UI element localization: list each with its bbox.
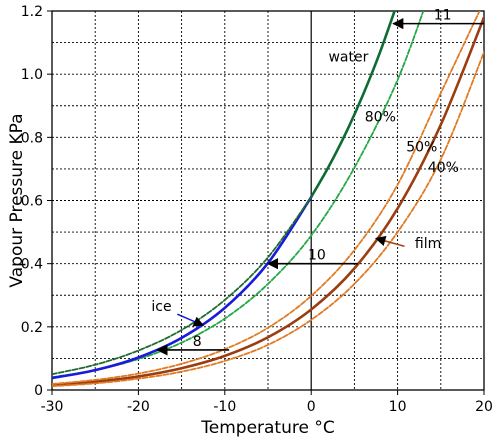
- y-tick-label: 0.8: [21, 130, 43, 146]
- annotations: water 80% 50% 40% film ice: [151, 50, 459, 316]
- arrows: 11 10 8: [156, 8, 484, 356]
- annotation-ice: ice: [151, 299, 171, 315]
- x-tick-label: -30: [41, 399, 64, 415]
- annotation-water: water: [328, 50, 368, 66]
- annotation-50pct: 50%: [406, 140, 437, 156]
- series-line-film: [52, 16, 484, 387]
- series-line-50pct: [52, 11, 481, 385]
- x-tick-label: 0: [307, 399, 316, 415]
- pointer-ice: [176, 313, 205, 327]
- pointer-film: [374, 235, 405, 248]
- y-tick-label: 1.2: [21, 4, 43, 20]
- y-tick-label: 1.0: [21, 67, 43, 83]
- x-tick-label: -20: [127, 399, 150, 415]
- series-line-40pct: [52, 51, 484, 388]
- grid: [51, 10, 485, 391]
- annotation-80pct: 80%: [365, 110, 396, 126]
- y-tick-label: 0.6: [21, 194, 43, 210]
- x-tick-label: 20: [475, 399, 493, 415]
- series-line-80pct: [52, 11, 425, 379]
- annotation-film: film: [415, 236, 441, 252]
- x-tick-label: -10: [213, 399, 236, 415]
- arrow-label-10: 10: [308, 248, 326, 264]
- x-axis-label: Temperature °C: [200, 418, 334, 438]
- annotation-40pct: 40%: [428, 160, 459, 176]
- series-line-water: [309, 11, 396, 199]
- y-tick-label: 0: [34, 383, 43, 399]
- series-line-ice-aux-3: [52, 196, 313, 376]
- series: [52, 11, 484, 388]
- y-tick-label: 0.4: [21, 257, 43, 273]
- y-tick-label: 0.2: [21, 320, 43, 336]
- axis-ticks: -30 -20 -10 0 10 20 0 0.2 0.4 0.6 0.8 1.0 1.2: [21, 4, 493, 415]
- arrow-label-11: 11: [434, 8, 452, 24]
- x-tick-label: 10: [389, 399, 407, 415]
- y-axis-label: Vapour Pressure KPa: [7, 113, 27, 287]
- arrow-label-8: 8: [193, 334, 202, 350]
